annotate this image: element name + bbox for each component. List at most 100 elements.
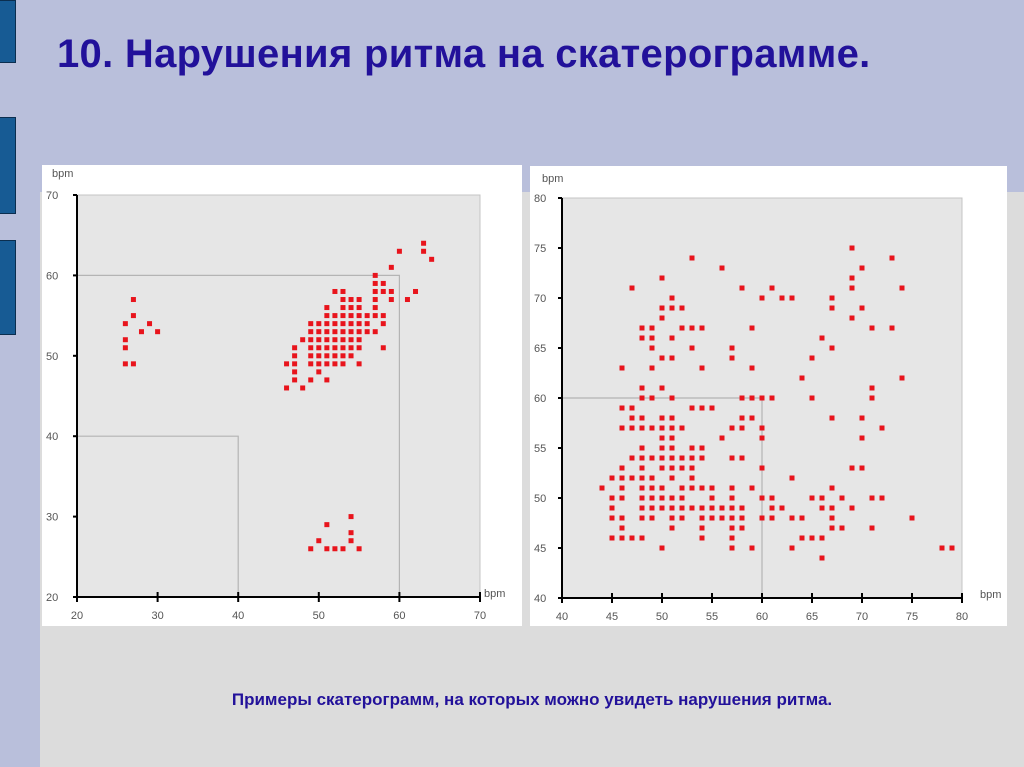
data-point	[709, 515, 715, 521]
data-point	[396, 248, 402, 254]
data-point	[689, 325, 695, 331]
slide-caption: Примеры скатерограмм, на которых можно у…	[231, 690, 833, 709]
data-point	[300, 337, 306, 343]
reference-box	[77, 435, 239, 597]
data-point	[829, 525, 835, 531]
data-point	[819, 505, 825, 511]
data-point	[829, 305, 835, 311]
y-tick-label: 20	[46, 592, 58, 604]
data-point	[789, 515, 795, 521]
data-point	[689, 445, 695, 451]
data-point	[609, 505, 615, 511]
data-point	[629, 285, 635, 291]
data-point	[122, 361, 128, 367]
data-point	[829, 515, 835, 521]
y-tick-label: 50	[534, 493, 546, 505]
data-point	[122, 345, 128, 351]
data-point	[356, 337, 362, 343]
data-point	[659, 385, 665, 391]
data-point	[899, 285, 905, 291]
data-point	[340, 361, 346, 367]
data-point	[859, 305, 865, 311]
data-point	[421, 240, 427, 246]
data-point	[292, 369, 298, 375]
data-point	[324, 377, 330, 383]
data-point	[709, 405, 715, 411]
data-point	[348, 297, 354, 303]
data-point	[324, 345, 330, 351]
data-point	[769, 395, 775, 401]
data-point	[729, 355, 735, 361]
data-point	[689, 345, 695, 351]
data-point	[629, 425, 635, 431]
data-point	[324, 522, 330, 528]
x-tick-label: 80	[956, 611, 968, 623]
data-point	[759, 425, 765, 431]
data-point	[699, 515, 705, 521]
data-point	[779, 505, 785, 511]
data-point	[829, 485, 835, 491]
data-point	[649, 325, 655, 331]
data-point	[639, 465, 645, 471]
x-tick-label: 60	[756, 611, 768, 623]
data-point	[869, 325, 875, 331]
data-point	[679, 425, 685, 431]
data-point	[749, 395, 755, 401]
y-tick-label: 80	[534, 193, 546, 205]
data-point	[869, 385, 875, 391]
data-point	[639, 395, 645, 401]
data-point	[629, 455, 635, 461]
data-point	[308, 353, 314, 359]
data-point	[739, 425, 745, 431]
data-point	[739, 285, 745, 291]
x-tick-label: 40	[556, 611, 568, 623]
data-point	[699, 325, 705, 331]
data-point	[332, 361, 338, 367]
data-point	[340, 337, 346, 343]
data-point	[421, 248, 427, 254]
x-tick-label: 70	[474, 610, 486, 622]
data-point	[372, 305, 378, 311]
accent-block-2	[0, 117, 16, 214]
data-point	[380, 321, 386, 327]
data-point	[619, 515, 625, 521]
data-point	[388, 264, 394, 270]
x-tick-label: 45	[606, 611, 618, 623]
data-point	[839, 525, 845, 531]
data-point	[316, 353, 322, 359]
data-point	[769, 285, 775, 291]
data-point	[413, 288, 419, 294]
data-point	[869, 495, 875, 501]
data-point	[340, 329, 346, 335]
data-point	[859, 465, 865, 471]
data-point	[659, 465, 665, 471]
data-point	[639, 335, 645, 341]
data-point	[316, 337, 322, 343]
data-point	[659, 415, 665, 421]
data-point	[689, 465, 695, 471]
data-point	[689, 255, 695, 261]
data-point	[364, 321, 370, 327]
data-point	[669, 295, 675, 301]
data-point	[324, 546, 330, 552]
data-point	[849, 275, 855, 281]
data-point	[332, 288, 338, 294]
data-point	[769, 495, 775, 501]
plot-area	[76, 194, 481, 598]
data-point	[789, 545, 795, 551]
data-point	[749, 485, 755, 491]
data-point	[669, 475, 675, 481]
data-point	[372, 329, 378, 335]
data-point	[348, 353, 354, 359]
data-point	[332, 546, 338, 552]
data-point	[669, 465, 675, 471]
data-point	[380, 288, 386, 294]
data-point	[130, 313, 136, 319]
data-point	[669, 335, 675, 341]
data-point	[899, 375, 905, 381]
data-point	[308, 329, 314, 335]
data-point	[709, 495, 715, 501]
data-point	[639, 445, 645, 451]
data-point	[689, 455, 695, 461]
data-point	[829, 345, 835, 351]
